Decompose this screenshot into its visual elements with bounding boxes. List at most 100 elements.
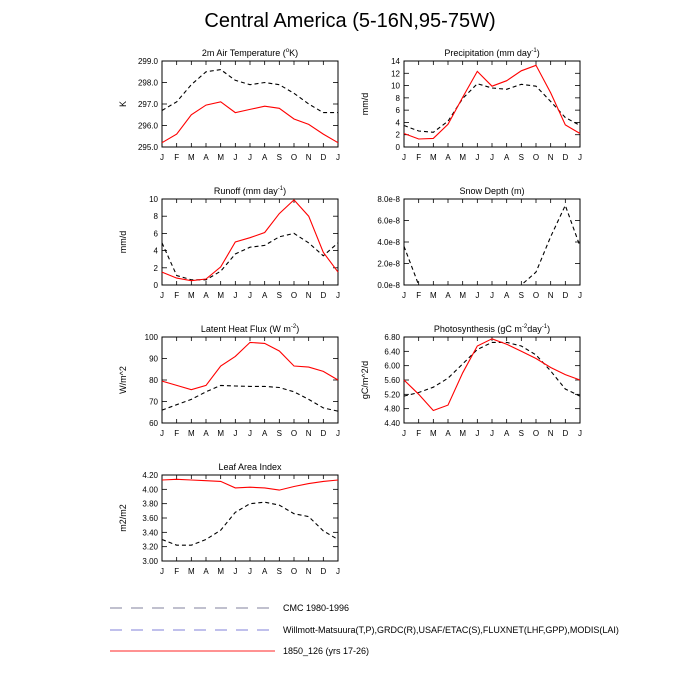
series-line-dashed xyxy=(161,69,338,114)
y-tick-label: 4.40 xyxy=(384,419,400,428)
x-tick-label: J xyxy=(336,567,340,576)
x-tick-label: A xyxy=(504,153,510,162)
x-tick-label: J xyxy=(336,429,340,438)
x-tick-label: F xyxy=(416,429,421,438)
plot-frame xyxy=(403,198,581,286)
x-tick-label: J xyxy=(490,153,494,162)
x-tick-label: M xyxy=(459,291,466,300)
x-tick-label: O xyxy=(533,291,539,300)
x-tick-label: J xyxy=(233,429,237,438)
x-tick-label: A xyxy=(504,291,510,300)
x-tick-label: D xyxy=(562,291,568,300)
x-tick-label: J xyxy=(160,153,164,162)
plot-frame xyxy=(403,60,581,148)
x-tick-label: J xyxy=(475,153,479,162)
legend-label: Willmott-Matsuura(T,P),GRDC(R),USAF/ETAC… xyxy=(283,625,619,635)
x-tick-label: F xyxy=(416,153,421,162)
x-tick-label: A xyxy=(203,429,209,438)
x-tick-label: J xyxy=(336,153,340,162)
x-tick-label: M xyxy=(430,153,437,162)
x-tick-label: M xyxy=(430,429,437,438)
x-tick-label: S xyxy=(277,291,282,300)
x-tick-label: S xyxy=(277,153,282,162)
plot-frame xyxy=(161,474,339,562)
x-tick-label: O xyxy=(291,567,297,576)
x-tick-label: D xyxy=(320,567,326,576)
y-tick-label: 298.0 xyxy=(138,79,159,88)
x-tick-label: J xyxy=(578,291,582,300)
x-tick-label: S xyxy=(519,291,524,300)
x-tick-label: A xyxy=(203,567,209,576)
x-tick-label: N xyxy=(306,429,312,438)
x-tick-label: M xyxy=(430,291,437,300)
x-tick-label: A xyxy=(203,153,209,162)
x-tick-label: M xyxy=(217,291,224,300)
y-tick-label: 6.40 xyxy=(384,347,400,356)
y-tick-label: 6 xyxy=(154,229,159,238)
chart-panel: J F M A M J J A S O N D J295.0296.0297.0298.0299.02m… xyxy=(118,48,340,162)
y-tick-label: 5.60 xyxy=(384,376,400,385)
x-tick-label: D xyxy=(562,429,568,438)
x-tick-label: J xyxy=(578,153,582,162)
series-line-dashed xyxy=(403,83,581,133)
chart-panel: J F M A M J J A S O N D J0.0e-82.0e-84.0e-86.0e-88.0… xyxy=(377,186,582,300)
legend-label: 1850_126 (yrs 17-26) xyxy=(283,646,369,656)
y-tick-label: 6.0e-8 xyxy=(377,217,400,226)
x-tick-label: J xyxy=(578,429,582,438)
x-tick-label: S xyxy=(277,567,282,576)
y-tick-label: 296.0 xyxy=(138,122,159,131)
y-tick-label: 60 xyxy=(149,419,158,428)
x-tick-label: F xyxy=(174,291,179,300)
series-line-dashed xyxy=(161,384,339,412)
chart-panel: J F M A M J J A S O N D J4.404.805.205.606.006.406.8… xyxy=(360,324,582,438)
y-axis-label: gC/m^2/d xyxy=(360,361,370,399)
x-tick-label: N xyxy=(306,153,312,162)
x-tick-label: S xyxy=(519,429,524,438)
x-tick-label: N xyxy=(306,567,312,576)
series-line-red xyxy=(403,64,581,140)
y-tick-label: 10 xyxy=(391,82,400,91)
x-tick-label: N xyxy=(548,291,554,300)
y-tick-label: 6.00 xyxy=(384,362,400,371)
legend-label: CMC 1980-1996 xyxy=(283,603,349,613)
series-line-red xyxy=(161,341,339,391)
series-line-red xyxy=(161,101,339,144)
panel-title: Snow Depth (m) xyxy=(459,186,524,196)
x-tick-label: A xyxy=(445,291,451,300)
x-tick-label: J xyxy=(233,153,237,162)
x-tick-label: A xyxy=(262,429,268,438)
x-tick-label: J xyxy=(233,567,237,576)
page-title: Central America (5-16N,95-75W) xyxy=(204,10,496,32)
chart-panel: J F M A M J J A S O N D J3.003.203.403.603.804.004.2… xyxy=(118,462,340,576)
y-axis-label: W/m^2 xyxy=(118,366,128,394)
plot-frame xyxy=(161,60,339,148)
y-tick-label: 2 xyxy=(154,264,159,273)
y-tick-label: 80 xyxy=(149,376,158,385)
series-line-dashed xyxy=(161,501,339,546)
x-tick-label: O xyxy=(291,429,297,438)
x-tick-label: O xyxy=(533,429,539,438)
y-tick-label: 8 xyxy=(396,94,401,103)
y-tick-label: 297.0 xyxy=(138,100,159,109)
x-tick-label: M xyxy=(188,567,195,576)
legend-item: Willmott-Matsuura(T,P),GRDC(R),USAF/ETAC… xyxy=(110,625,619,635)
x-tick-label: J xyxy=(475,429,479,438)
y-tick-label: 2.0e-8 xyxy=(377,260,400,269)
x-tick-label: A xyxy=(262,153,268,162)
x-tick-label: J xyxy=(490,429,494,438)
y-tick-label: 14 xyxy=(391,57,400,66)
x-tick-label: A xyxy=(445,153,451,162)
series-line-dashed xyxy=(403,341,581,397)
x-tick-label: M xyxy=(217,429,224,438)
x-tick-label: M xyxy=(188,429,195,438)
x-tick-label: J xyxy=(336,291,340,300)
series-line-red xyxy=(161,478,339,491)
y-tick-label: 4.0e-8 xyxy=(377,238,400,247)
y-axis-label: mm/d xyxy=(118,231,128,254)
y-tick-label: 2 xyxy=(396,131,401,140)
x-tick-label: J xyxy=(402,429,406,438)
